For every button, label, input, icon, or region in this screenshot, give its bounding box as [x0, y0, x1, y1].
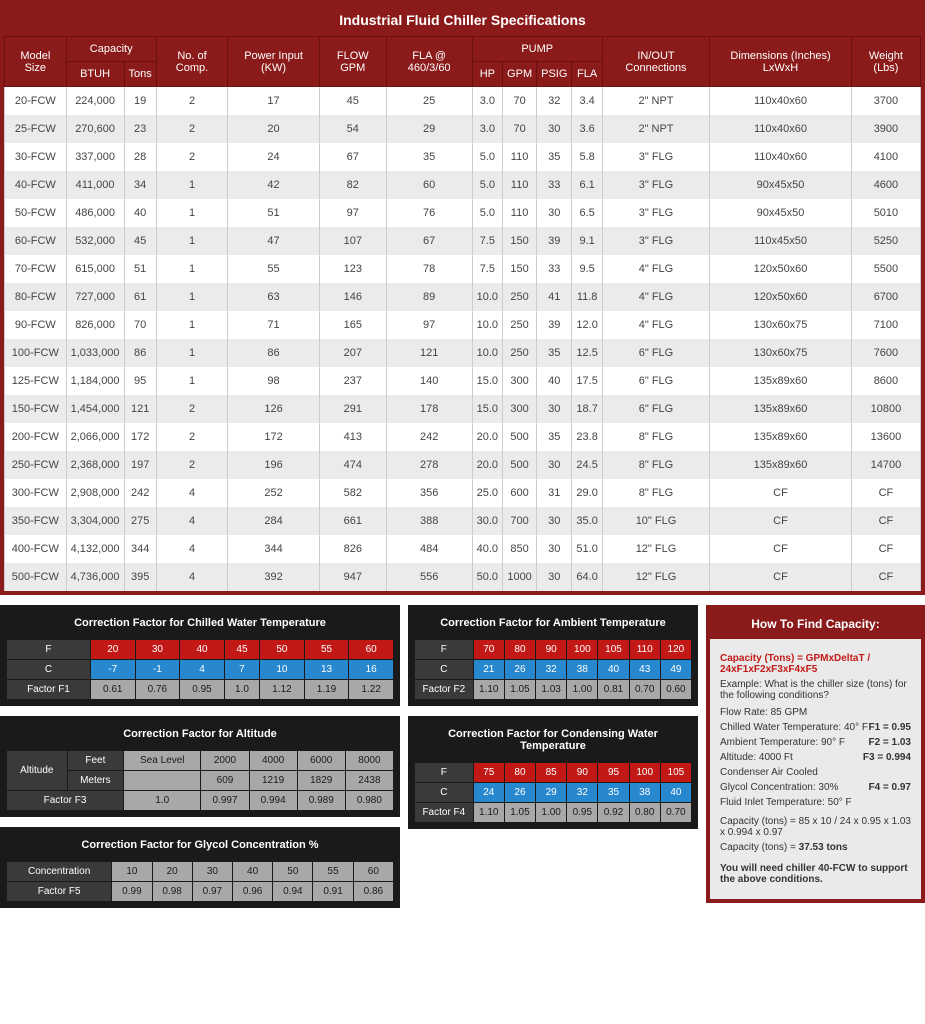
cf2-title: Correction Factor for Ambient Temperatur… [414, 611, 692, 639]
table-row: 400-FCW4,132,000344434482648440.08503051… [5, 535, 921, 563]
formula-label: Capacity (Tons) [720, 653, 794, 664]
capacity-line: Flow Rate: 85 GPM [720, 707, 911, 718]
spec-table: Model Size Capacity No. of Comp. Power I… [4, 36, 921, 591]
table-row: 50-FCW486,0004015197765.0110306.53" FLG9… [5, 199, 921, 227]
table-row: 30-FCW337,0002822467355.0110355.83" FLG1… [5, 143, 921, 171]
capacity-box: How To Find Capacity: Capacity (Tons) = … [706, 605, 925, 903]
table-row: 20-FCW224,0001921745253.070323.42" NPT11… [5, 87, 921, 116]
col-dim: Dimensions (Inches) LxWxH [710, 37, 852, 87]
cf4-box: Correction Factor for Condensing Water T… [408, 716, 698, 829]
cf1-title: Correction Factor for Chilled Water Temp… [6, 611, 394, 639]
col-model: Model Size [5, 37, 67, 87]
table-row: 150-FCW1,454,000121212629117815.03003018… [5, 395, 921, 423]
table-row: 250-FCW2,368,000197219647427820.05003024… [5, 451, 921, 479]
cf4-title: Correction Factor for Condensing Water T… [414, 722, 692, 762]
cf5-box: Correction Factor for Glycol Concentrati… [0, 827, 400, 908]
col-pfla: FLA [572, 62, 602, 87]
cf3-title: Correction Factor for Altitude [6, 722, 394, 750]
table-row: 90-FCW826,000701711659710.02503912.04" F… [5, 311, 921, 339]
table-row: 300-FCW2,908,000242425258235625.06003129… [5, 479, 921, 507]
col-gpm: GPM [503, 62, 537, 87]
capacity-line: Glycol Concentration: 30%F4 = 0.97 [720, 782, 911, 793]
col-capacity: Capacity [66, 37, 156, 62]
result: You will need chiller 40-FCW to support … [720, 863, 911, 885]
capacity-line: Condenser Air Cooled [720, 767, 911, 778]
col-btuh: BTUH [66, 62, 124, 87]
table-row: 350-FCW3,304,000275428466138830.07003035… [5, 507, 921, 535]
capacity-title: How To Find Capacity: [710, 609, 921, 639]
col-conn: IN/OUT Connections [602, 37, 709, 87]
table-row: 40-FCW411,0003414282605.0110336.13" FLG9… [5, 171, 921, 199]
table-row: 100-FCW1,033,0008618620712110.02503512.5… [5, 339, 921, 367]
col-psig: PSIG [537, 62, 572, 87]
spec-table-container: Industrial Fluid Chiller Specifications … [0, 0, 925, 595]
table-row: 70-FCW615,00051155123787.5150339.54" FLG… [5, 255, 921, 283]
col-power: Power Input (KW) [228, 37, 320, 87]
capacity-line: Chilled Water Temperature: 40° FF1 = 0.9… [720, 722, 911, 733]
main-title: Industrial Fluid Chiller Specifications [4, 4, 921, 36]
table-row: 200-FCW2,066,000172217241324220.05003523… [5, 423, 921, 451]
calc1: Capacity (tons) = 85 x 10 / 24 x 0.95 x … [720, 816, 911, 838]
bottom-section: Correction Factor for Chilled Water Temp… [0, 605, 925, 908]
calc2: Capacity (tons) = 37.53 tons [720, 842, 911, 853]
capacity-line: Ambient Temperature: 90° FF2 = 1.03 [720, 737, 911, 748]
col-pump: PUMP [472, 37, 602, 62]
capacity-line: Fluid Inlet Temperature: 50° F [720, 797, 911, 808]
col-fla: FLA @ 460/3/60 [386, 37, 472, 87]
cf1-box: Correction Factor for Chilled Water Temp… [0, 605, 400, 706]
cf3-box: Correction Factor for Altitude AltitudeF… [0, 716, 400, 817]
col-weight: Weight (Lbs) [851, 37, 920, 87]
col-comp: No. of Comp. [156, 37, 227, 87]
table-row: 500-FCW4,736,000395439294755650.01000306… [5, 563, 921, 591]
cf5-title: Correction Factor for Glycol Concentrati… [6, 833, 394, 861]
col-tons: Tons [124, 62, 156, 87]
table-row: 25-FCW270,6002322054293.070303.62" NPT11… [5, 115, 921, 143]
cf2-box: Correction Factor for Ambient Temperatur… [408, 605, 698, 706]
table-row: 80-FCW727,000611631468910.02504111.84" F… [5, 283, 921, 311]
capacity-line: Altitude: 4000 FtF3 = 0.994 [720, 752, 911, 763]
col-flow: FLOW GPM [319, 37, 386, 87]
table-row: 125-FCW1,184,0009519823714015.03004017.5… [5, 367, 921, 395]
col-hp: HP [472, 62, 502, 87]
example-text: Example: What is the chiller size (tons)… [720, 679, 911, 701]
table-row: 60-FCW532,00045147107677.5150399.13" FLG… [5, 227, 921, 255]
